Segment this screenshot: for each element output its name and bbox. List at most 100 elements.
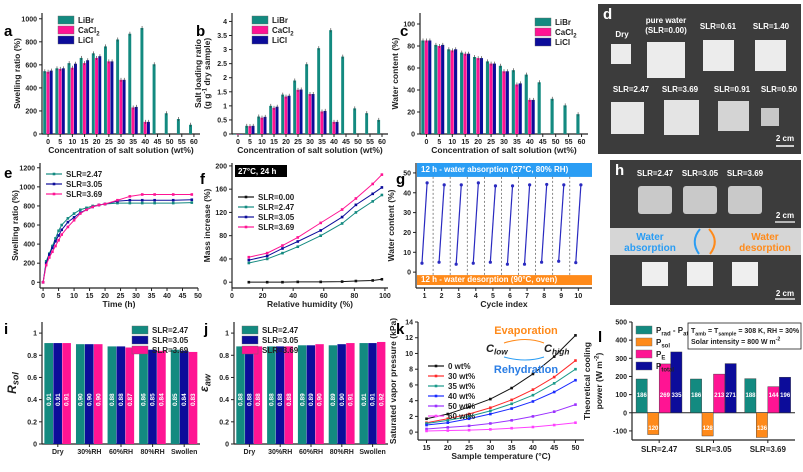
legend-label: PE xyxy=(656,350,665,362)
water-desorption-label: Water xyxy=(751,232,779,243)
legend-label: LiBr xyxy=(272,16,288,25)
bar-l-Ptotal xyxy=(724,363,737,413)
sample-label: SLR=0.61 xyxy=(700,22,737,31)
sample-label: SLR=0.50 xyxy=(761,85,798,94)
bar-value-label: 0.91 xyxy=(46,393,53,406)
x-tick-label: Swollen xyxy=(171,449,197,456)
data-point xyxy=(425,429,428,433)
bar-b-LiCl xyxy=(287,95,291,134)
x-tick-label: 55 xyxy=(178,139,186,146)
x-tick-label: 45 xyxy=(179,293,187,300)
y-tick-label: 0.2 xyxy=(219,419,229,426)
data-point xyxy=(281,247,284,250)
x-tick-label: 60 xyxy=(378,139,386,146)
data-point xyxy=(247,258,251,262)
bar-c-LiBr xyxy=(447,49,451,134)
legend-swatch xyxy=(57,35,75,45)
data-point xyxy=(51,244,54,248)
series-line-SLR369 xyxy=(42,193,192,283)
bar-b-CaCl2 xyxy=(260,117,264,134)
panel-letter: c xyxy=(400,23,408,40)
data-point xyxy=(171,198,175,202)
x-tick-label: 20 xyxy=(444,445,452,452)
data-point xyxy=(140,193,144,196)
bar-l-Ptotal xyxy=(670,351,683,413)
data-point xyxy=(247,261,251,265)
data-point xyxy=(140,201,144,205)
y-axis-title: εaw xyxy=(197,373,213,392)
panel-e: e 0 200 400 600 800 1000 1200 0 5 10 15 20 25 30 35 40 45… xyxy=(4,163,202,309)
data-point xyxy=(489,412,492,416)
bar-a-LiBr xyxy=(79,57,83,134)
bar-b-CaCl2 xyxy=(308,94,312,134)
bar-l-PradPatm xyxy=(690,378,702,413)
data-point-high xyxy=(528,183,532,187)
x-axis-title: Concentration of salt solution (wt%) xyxy=(237,145,383,155)
x-tick-label: 45 xyxy=(539,139,547,146)
bar-j-SLR247 xyxy=(297,345,307,444)
rehydration-label: Rehydration xyxy=(494,364,558,376)
x-tick-label: 0 xyxy=(41,293,45,300)
bar-c-CaCl2 xyxy=(437,46,441,134)
x-tick-label: 25 xyxy=(105,139,113,146)
y-tick-label: 200 xyxy=(25,108,37,115)
bar-j-SLR369 xyxy=(346,343,355,444)
data-point xyxy=(319,229,323,232)
bar-value-label: 0.91 xyxy=(55,393,62,406)
x-tick-label: 100 xyxy=(379,293,391,300)
data-point xyxy=(171,193,175,196)
y-tick-label: 300 xyxy=(615,356,627,363)
x-tick-label: 80%RH xyxy=(330,449,354,456)
absorption-arrow-icon xyxy=(693,228,701,255)
bar-b-LiCl xyxy=(299,89,303,134)
legend-label: Ptotal xyxy=(656,362,674,374)
bar-b-CaCl2 xyxy=(320,111,324,134)
legend-label: SLR=3.05 xyxy=(66,180,103,189)
legend-label: CaCl2 xyxy=(272,26,294,38)
bar-i-SLR369 xyxy=(93,344,103,444)
bar-c-LiBr xyxy=(576,114,580,134)
data-point xyxy=(489,428,492,431)
data-point-high xyxy=(442,183,446,187)
x-tick-label: 35 xyxy=(318,139,326,146)
y-axis-title: Swelling ratio (%) xyxy=(12,38,22,109)
y-tick-label: 1 xyxy=(225,331,229,338)
bar-i-SLR247 xyxy=(44,343,54,444)
x-tick-label: 35 xyxy=(513,139,521,146)
legend-swatch xyxy=(534,17,552,27)
x-tick-label: 40 xyxy=(141,139,149,146)
bar-j-SLR369 xyxy=(376,341,386,444)
data-point-low xyxy=(471,261,475,265)
data-point xyxy=(91,205,94,209)
bar-a-LiBr xyxy=(103,46,107,134)
bar-a-LiCl xyxy=(98,56,102,134)
x-tick-label: 50 xyxy=(194,293,202,300)
bar-c-LiBr xyxy=(511,70,515,134)
y-tick-label: 1 xyxy=(33,331,37,338)
data-point xyxy=(153,198,156,202)
data-point xyxy=(116,201,119,205)
cycle-line xyxy=(540,184,548,263)
data-point xyxy=(72,212,76,215)
bar-l-Psol xyxy=(756,412,768,438)
y-tick-label: 0.2 xyxy=(27,419,37,426)
data-point xyxy=(247,255,251,259)
y-tick-label: 0.4 xyxy=(27,397,37,404)
data-point-low xyxy=(454,262,458,266)
y-tick-label: 800 xyxy=(23,203,35,210)
dry-sample xyxy=(642,262,668,286)
data-point xyxy=(60,233,63,236)
y-tick-label: 80 xyxy=(407,44,415,51)
dry-sample xyxy=(687,262,713,286)
data-point xyxy=(97,203,101,207)
panel-letter: g xyxy=(396,171,405,188)
data-point xyxy=(60,228,63,232)
cycle-line xyxy=(558,184,565,262)
conditions-text: Tamb = Tsample = 308 K, RH = 30% xyxy=(691,328,800,338)
bar-i-SLR305 xyxy=(84,344,94,444)
data-point xyxy=(574,421,577,424)
evaporation-arrow xyxy=(503,339,545,344)
y-tick-label: 20 xyxy=(407,110,415,117)
